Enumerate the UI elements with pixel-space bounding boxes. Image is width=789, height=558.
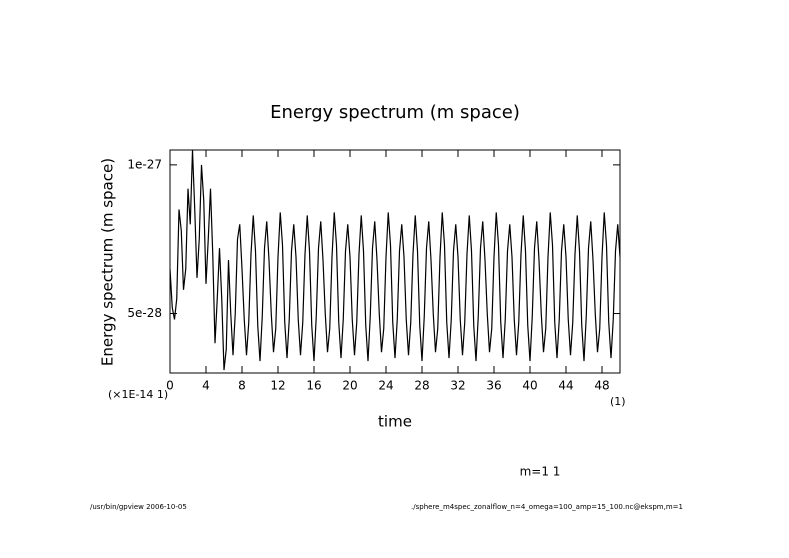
y-tick-label: 5e-28 <box>127 306 162 320</box>
x-tick-label: 28 <box>414 379 429 393</box>
x-tick-label: 44 <box>558 379 573 393</box>
x-tick-label: 32 <box>450 379 465 393</box>
x-tick-label: 36 <box>486 379 501 393</box>
x-tick-label: 4 <box>202 379 210 393</box>
legend-label: m=1 1 <box>520 465 561 479</box>
x-tick-label: 48 <box>594 379 609 393</box>
x-tick-label: 12 <box>270 379 285 393</box>
footer-right: ./sphere_m4spec_zonalflow_n=4_omega=100_… <box>411 503 683 511</box>
x-tick-label: 40 <box>522 379 537 393</box>
plot-frame <box>169 149 621 374</box>
x-tick-label: 8 <box>238 379 246 393</box>
y-tick-label: 1e-27 <box>127 157 162 171</box>
x-tick-label: 24 <box>378 379 393 393</box>
x-tick-label: 0 <box>166 379 174 393</box>
y-axis-label: Energy spectrum (m space) <box>99 158 117 366</box>
x-tick-label: 16 <box>306 379 321 393</box>
x-tick-label: 20 <box>342 379 357 393</box>
x-note: (×1E-14 1) <box>108 388 168 401</box>
footer-left: /usr/bin/gpview 2006-10-05 <box>90 503 187 511</box>
series-line <box>170 150 620 371</box>
x-axis-label: time <box>378 413 412 431</box>
chart-title: Energy spectrum (m space) <box>270 102 520 123</box>
x-unit: (1) <box>610 395 626 408</box>
